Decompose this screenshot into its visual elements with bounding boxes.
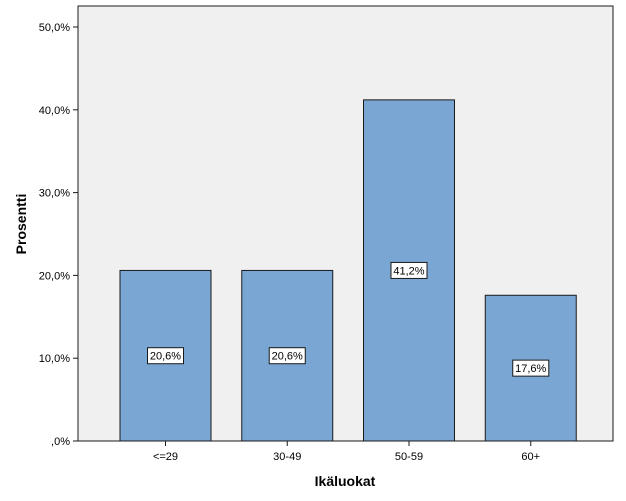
data-label: 17,6% — [515, 363, 546, 375]
data-label: 20,6% — [150, 351, 181, 363]
x-tick-label: 30-49 — [273, 451, 301, 463]
x-tick-label: <=29 — [153, 451, 178, 463]
y-tick-label: 30,0% — [39, 188, 70, 200]
bars: 20,6% 20,6% 41,2% 17,6% — [119, 99, 577, 442]
data-label-box — [268, 347, 306, 365]
y-tick-label: 10,0% — [39, 353, 70, 365]
y-axis: ,0% 10,0% 20,0% 30,0% 40,0% 50,0% — [39, 22, 78, 448]
x-axis: <=29 30-49 50-59 60+ — [153, 441, 540, 463]
x-tick-label: 60+ — [521, 451, 540, 463]
data-label: 20,6% — [272, 351, 303, 363]
x-axis-title: Ikäluokat — [315, 473, 376, 489]
y-tick-label: 40,0% — [39, 105, 70, 117]
y-tick-label: 50,0% — [39, 22, 70, 34]
x-tick-label: 50-59 — [395, 451, 423, 463]
data-label-box — [390, 261, 428, 279]
data-label: 41,2% — [393, 265, 424, 277]
data-label-box — [147, 347, 184, 365]
y-tick-label: ,0% — [51, 436, 70, 448]
y-tick-label: 20,0% — [39, 270, 70, 282]
data-label-box — [512, 359, 550, 377]
y-axis-title: Prosentti — [13, 194, 29, 255]
